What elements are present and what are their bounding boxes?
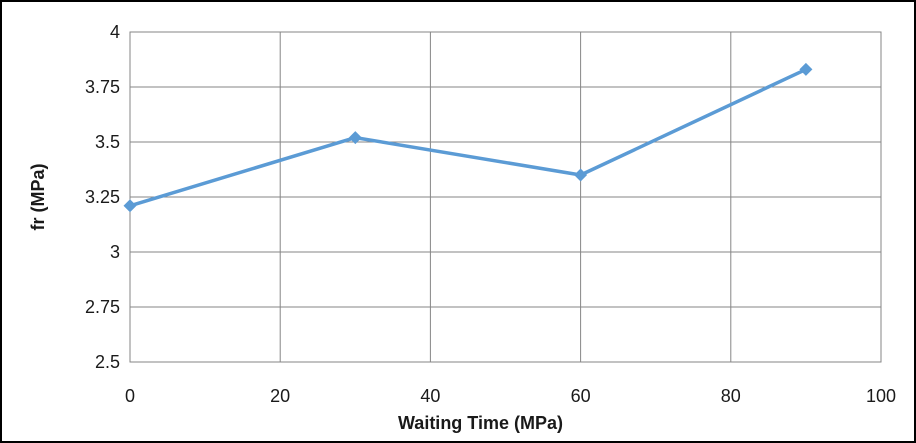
data-point-marker [799, 62, 813, 76]
y-axis-title: fr (MPa) [28, 163, 48, 230]
y-tick-label: 3.25 [85, 187, 120, 207]
data-point-marker [123, 199, 137, 213]
x-tick-label: 100 [866, 386, 896, 406]
data-point-marker [348, 131, 362, 145]
data-point-marker [574, 168, 588, 182]
y-tick-label: 3.5 [95, 132, 120, 152]
x-tick-label: 80 [721, 386, 741, 406]
plot-area-border [129, 31, 882, 363]
y-tick-labels: 2.5 2.75 3 3.25 3.5 3.75 4 [85, 22, 120, 372]
y-tick-label: 4 [110, 22, 120, 42]
x-axis-title: Waiting Time (MPa) [398, 413, 563, 433]
grid-lines [129, 31, 882, 363]
x-tick-label: 20 [270, 386, 290, 406]
series-group [123, 62, 813, 213]
y-tick-label: 2.75 [85, 297, 120, 317]
y-tick-label: 3.75 [85, 77, 120, 97]
y-tick-label: 3 [110, 242, 120, 262]
series-line [129, 67, 807, 208]
x-tick-label: 0 [125, 386, 135, 406]
x-tick-label: 40 [420, 386, 440, 406]
x-tick-labels: 0 20 40 60 80 100 [125, 386, 896, 406]
y-tick-label: 2.5 [95, 352, 120, 372]
x-tick-label: 60 [571, 386, 591, 406]
